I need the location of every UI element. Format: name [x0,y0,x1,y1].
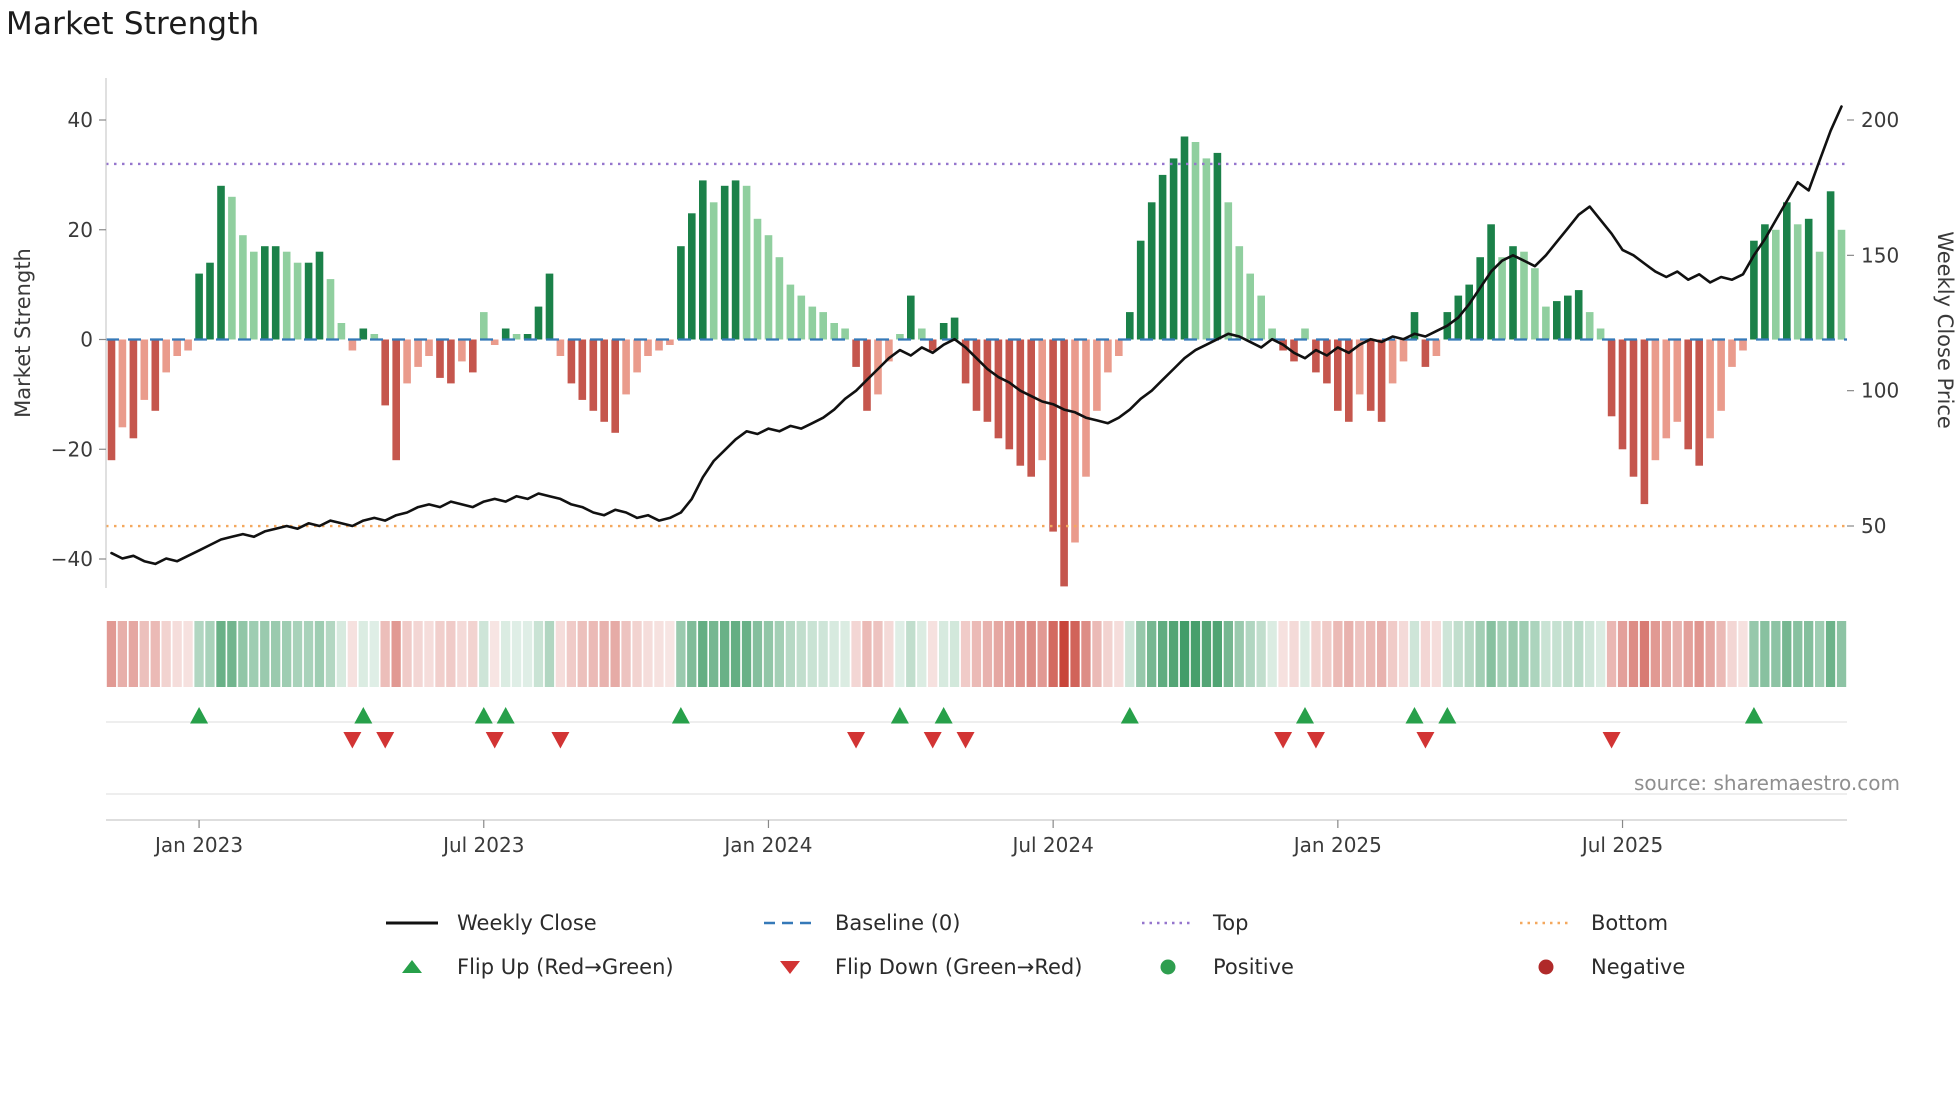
flip-down-triangle-icon [1274,732,1293,749]
flip-up-triangle-icon [1120,707,1139,724]
legend-label-weekly-close: Weekly Close [457,911,597,935]
market-strength-chart: Market Strength Weekly Close Price40200−2… [11,78,1957,857]
source-text: source: sharemaestro.com [1634,771,1900,795]
x-tick-label: Jul 2023 [441,833,524,857]
left-axis-title: Market Strength [11,248,35,418]
svg-text:40: 40 [68,108,93,132]
svg-text:200: 200 [1861,108,1899,132]
legend-item-baseline: Baseline (0) [762,905,1140,941]
legend-item-flip-down: Flip Down (Green→Red) [762,949,1140,985]
flip-up-triangle-icon [1744,707,1763,724]
legend-label-top: Top [1213,911,1249,935]
legend-label-bottom: Bottom [1591,911,1669,935]
flip-up-triangle-icon [890,707,909,724]
legend-item-positive: Positive [1140,949,1518,985]
legend-item-top: Top [1140,905,1518,941]
chart-legend: Weekly Close Baseline (0) Top Bottom Fli… [384,905,1896,985]
x-tick-label: Jan 2025 [1292,833,1382,857]
flip-down-triangle-icon [1416,732,1435,749]
legend-item-bottom: Bottom [1518,905,1896,941]
svg-text:−40: −40 [51,547,93,571]
legend-label-negative: Negative [1591,955,1686,979]
flip-up-triangle-icon [190,707,209,724]
x-tick-label: Jan 2024 [722,833,812,857]
flip-down-triangle-icon [376,732,395,749]
flip-marker-rows [106,721,1847,795]
legend-item-negative: Negative [1518,949,1896,985]
baseline-dash-icon [764,921,816,925]
flip-down-markers [343,732,1621,749]
flip-up-triangle-icon [934,707,953,724]
legend-item-flip-up: Flip Up (Red→Green) [384,949,762,985]
flip-up-triangle-icon [402,960,422,973]
legend-label-flip-up: Flip Up (Red→Green) [457,955,674,979]
x-tick-label: Jul 2024 [1010,833,1093,857]
right-axis-title: Weekly Close Price [1933,231,1957,429]
legend-item-weekly-close: Weekly Close [384,905,762,941]
svg-text:0: 0 [80,328,93,352]
weekly-close-line-icon [386,921,438,925]
top-dotted-line-icon [1142,921,1194,925]
x-tick-label: Jan 2023 [153,833,243,857]
positive-dot-icon [1160,959,1176,975]
x-tick-label: Jul 2025 [1580,833,1663,857]
flip-up-triangle-icon [474,707,493,724]
flip-down-triangle-icon [847,732,866,749]
y-axis-left-labels: 40 20 0 −20 −40 [51,108,106,571]
flip-up-triangle-icon [1295,707,1314,724]
svg-text:150: 150 [1861,243,1899,267]
flip-down-triangle-icon [956,732,975,749]
page-title: Market Strength [6,6,260,42]
bottom-dotted-line-icon [1520,921,1572,925]
reference-lines [106,162,1847,528]
y-axis-right-labels: 200 150 100 50 [1847,108,1899,538]
x-axis: Jan 2023 Jul 2023 Jan 2024 Jul 2024 Jan 2025… [106,819,1847,857]
legend-label-baseline: Baseline (0) [835,911,961,935]
negative-dot-icon [1538,959,1554,975]
flip-up-markers [190,707,1763,724]
svg-text:100: 100 [1861,379,1899,403]
flip-down-triangle-icon [1306,732,1325,749]
flip-up-triangle-icon [1438,707,1457,724]
svg-text:50: 50 [1861,514,1886,538]
legend-label-flip-down: Flip Down (Green→Red) [835,955,1083,979]
legend-label-positive: Positive [1213,955,1294,979]
flip-up-triangle-icon [354,707,373,724]
heatmap-strip [106,621,1847,687]
flip-down-triangle-icon [923,732,942,749]
flip-down-triangle-icon [485,732,504,749]
flip-up-triangle-icon [496,707,515,724]
flip-down-triangle-icon [780,961,800,974]
flip-down-triangle-icon [343,732,362,749]
svg-text:20: 20 [68,218,93,242]
strength-bars [107,136,1846,587]
flip-down-triangle-icon [1602,732,1621,749]
flip-up-triangle-icon [671,707,690,724]
flip-up-triangle-icon [1405,707,1424,724]
flip-down-triangle-icon [551,732,570,749]
weekly-close-line [110,105,1843,566]
svg-text:−20: −20 [51,437,93,461]
axes: Market Strength Weekly Close Price [11,78,1957,588]
